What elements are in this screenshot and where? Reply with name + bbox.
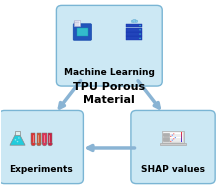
Text: TPU Porous
Material: TPU Porous Material (73, 82, 145, 105)
Bar (181, 139, 182, 140)
Circle shape (15, 139, 16, 140)
Bar (163, 132, 183, 142)
Circle shape (139, 33, 141, 35)
Circle shape (170, 141, 171, 142)
Bar (74, 19, 80, 26)
Text: Machine Learning: Machine Learning (64, 68, 155, 77)
FancyBboxPatch shape (131, 110, 215, 184)
Bar (37, 133, 41, 144)
Bar (42, 133, 47, 144)
Bar (181, 134, 182, 135)
Bar (126, 36, 142, 40)
Circle shape (173, 138, 174, 139)
FancyBboxPatch shape (0, 110, 83, 184)
Circle shape (172, 135, 173, 136)
FancyBboxPatch shape (56, 5, 162, 86)
Bar (181, 136, 182, 137)
Circle shape (135, 20, 138, 22)
Bar (181, 140, 182, 141)
Circle shape (133, 19, 136, 22)
Bar (126, 32, 142, 36)
Bar (181, 138, 182, 139)
Circle shape (173, 133, 174, 134)
Bar (126, 24, 142, 27)
Bar (181, 133, 182, 134)
Bar (126, 28, 142, 32)
Bar (181, 140, 182, 141)
Circle shape (139, 38, 141, 39)
Bar (181, 132, 182, 133)
Circle shape (170, 136, 171, 137)
Circle shape (31, 142, 35, 146)
Circle shape (17, 141, 18, 142)
Bar (181, 141, 182, 142)
Circle shape (42, 142, 47, 146)
Circle shape (37, 142, 41, 146)
Bar (181, 136, 182, 137)
Polygon shape (10, 135, 25, 145)
Circle shape (48, 142, 52, 146)
Bar (160, 143, 186, 145)
Bar (48, 133, 52, 144)
Circle shape (139, 29, 141, 30)
Bar (181, 139, 182, 140)
Circle shape (131, 20, 134, 23)
Circle shape (18, 137, 20, 139)
Bar (77, 28, 88, 36)
Text: Experiments: Experiments (9, 165, 73, 174)
Bar (181, 135, 182, 136)
Bar (181, 137, 182, 138)
Circle shape (139, 25, 141, 26)
Circle shape (175, 137, 176, 138)
Circle shape (172, 139, 173, 141)
FancyBboxPatch shape (73, 24, 91, 40)
Bar (31, 133, 35, 144)
Text: SHAP values: SHAP values (141, 165, 205, 174)
Bar (15, 131, 20, 135)
Bar (181, 141, 182, 142)
Bar (162, 131, 184, 143)
